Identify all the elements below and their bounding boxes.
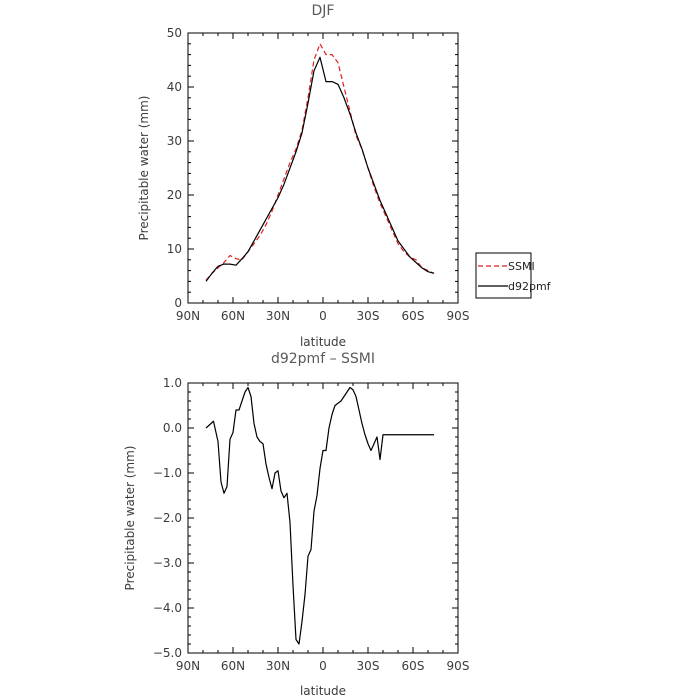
y-tick-label: −1.0 xyxy=(153,466,182,480)
x-tick-label: 60N xyxy=(221,309,245,323)
x-tick-label: 60N xyxy=(221,659,245,673)
legend-box xyxy=(475,252,532,299)
x-tick-label: 0 xyxy=(319,659,327,673)
y-tick-label: −3.0 xyxy=(153,556,182,570)
legend-ssmi-label: SSMI xyxy=(508,260,535,273)
y-tick-label: 10 xyxy=(167,242,182,256)
x-tick-label: 30N xyxy=(266,659,290,673)
x-tick-label: 90S xyxy=(447,309,470,323)
y-tick-label: 20 xyxy=(167,188,182,202)
legend: SSMI d92pmf xyxy=(475,252,552,299)
x-tick-label: 90N xyxy=(176,309,200,323)
plot-frame xyxy=(187,382,459,654)
legend-d92pmf-label: d92pmf xyxy=(508,280,552,293)
y-tick-label: 0.0 xyxy=(163,421,182,435)
x-tick-label: 90S xyxy=(447,659,470,673)
x-axis-label: latitude xyxy=(300,335,346,349)
chart-title: d92pmf – SSMI xyxy=(271,351,375,367)
y-tick-label: 1.0 xyxy=(163,376,182,390)
series-line-d92pmf xyxy=(205,56,435,282)
x-tick-label: 30S xyxy=(357,659,380,673)
x-tick-label: 60S xyxy=(402,659,425,673)
djf-chart: DJF 90N 60N 30N 0 30S 60S 90S 0 10 20 30 40 50 latit… xyxy=(137,3,552,349)
y-tick-label: −4.0 xyxy=(153,601,182,615)
y-axis-label: Precipitable water (mm) xyxy=(123,446,137,591)
x-tick-label: 60S xyxy=(402,309,425,323)
y-tick-label: 40 xyxy=(167,80,182,94)
y-axis-label: Precipitable water (mm) xyxy=(137,96,151,241)
y-tick-label: −5.0 xyxy=(153,646,182,660)
plot-frame xyxy=(187,32,459,304)
difference-chart: d92pmf – SSMI 90N 60N 30N 0 30S 60S 90S 1.0 0.0 −… xyxy=(123,351,469,698)
series-line-ssmi xyxy=(205,43,435,281)
x-tick-label: 0 xyxy=(319,309,327,323)
x-tick-label: 90N xyxy=(176,659,200,673)
y-tick-label: 50 xyxy=(167,26,182,40)
y-tick-label: −2.0 xyxy=(153,511,182,525)
chart-title: DJF xyxy=(312,3,335,19)
x-tick-label: 30S xyxy=(357,309,380,323)
x-tick-label: 30N xyxy=(266,309,290,323)
y-tick-label: 30 xyxy=(167,134,182,148)
series-line-difference xyxy=(205,386,434,645)
x-axis-label: latitude xyxy=(300,684,346,698)
y-tick-label: 0 xyxy=(174,296,182,310)
